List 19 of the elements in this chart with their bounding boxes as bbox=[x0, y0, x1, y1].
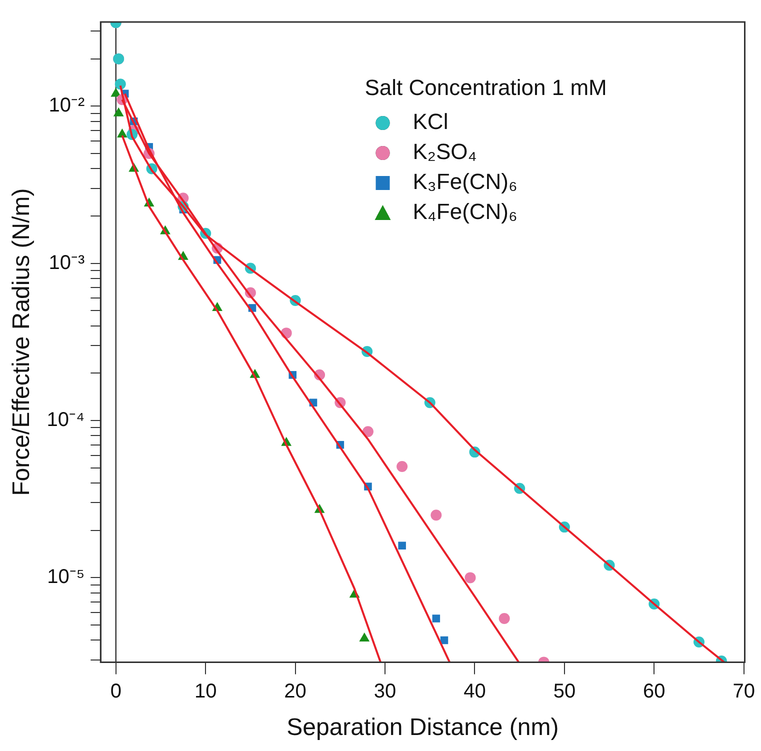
x-tick-label: 0 bbox=[110, 680, 122, 703]
x-tick-label: 60 bbox=[643, 680, 666, 703]
x-tick-label: 30 bbox=[374, 680, 396, 703]
y-tick-label: 10⁻³ bbox=[48, 252, 85, 274]
legend-label: KCl bbox=[412, 109, 448, 134]
legend-label: K₄Fe(CN)₆ bbox=[412, 199, 518, 224]
x-tick-label: 50 bbox=[553, 680, 576, 703]
y-tick-label: 10⁻⁴ bbox=[46, 409, 85, 432]
legend-label: K₃Fe(CN)₆ bbox=[412, 169, 518, 194]
x-tick-label: 40 bbox=[464, 680, 486, 703]
x-tick-label: 70 bbox=[732, 680, 755, 703]
legend-label: K₂SO₄ bbox=[412, 139, 477, 164]
x-axis-title: Separation Distance (nm) bbox=[286, 714, 559, 742]
legend-title: Salt Concentration 1 mM bbox=[364, 75, 607, 100]
y-axis-title: Force/Effective Radius (N/m) bbox=[8, 188, 36, 496]
y-tick-label: 10⁻² bbox=[48, 94, 85, 117]
x-tick-label: 20 bbox=[284, 680, 306, 703]
y-tick-label: 10⁻⁵ bbox=[47, 566, 85, 588]
x-tick-label: 10 bbox=[194, 680, 217, 703]
